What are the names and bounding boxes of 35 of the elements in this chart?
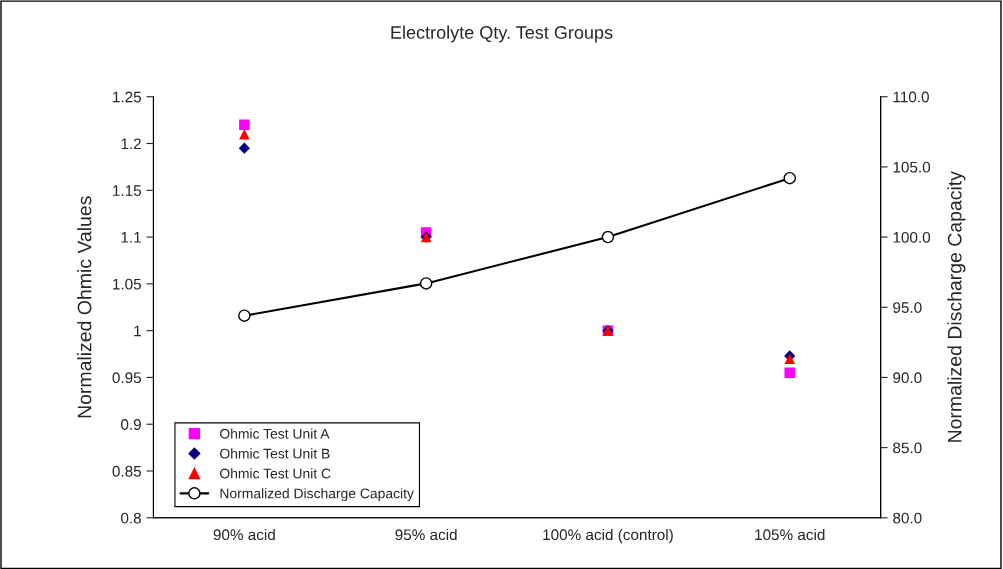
y-tick-label: 1.2 [121, 138, 141, 150]
y-tick-label: 1 [134, 325, 141, 337]
point [784, 367, 796, 379]
legend-label: Normalized Discharge Capacity [220, 488, 414, 502]
x-tick-label: 105% acid [755, 528, 825, 541]
y-tick-label: 1.25 [113, 91, 142, 103]
y2-tick-label: 90.0 [893, 372, 922, 384]
x-tick-label: 100% acid (control) [543, 528, 673, 544]
y-tick-label: 0.9 [121, 419, 141, 430]
chart-title: Electrolyte Qty. Test Groups [391, 25, 613, 43]
y2-tick-label: 95.0 [893, 302, 922, 313]
y2-tick-label: 80.0 [893, 512, 922, 524]
legend-label: Ohmic Test Unit C [220, 468, 331, 479]
y2-axis-title: Normalized Discharge Capacity [947, 171, 966, 442]
y-tick-label: 0.8 [121, 512, 141, 524]
y-tick-label: 1.15 [113, 185, 142, 196]
point [238, 142, 250, 154]
y2-tick-label: 105.0 [893, 161, 931, 173]
point [601, 230, 615, 244]
y2-tick-label: 110.0 [893, 91, 929, 103]
y-axis-title: Normalized Ohmic Values [77, 196, 92, 418]
y-tick-label: 1.05 [113, 278, 142, 290]
y-tick-label: 0.85 [112, 465, 142, 477]
point [783, 171, 796, 185]
point [238, 309, 251, 322]
point [419, 277, 433, 290]
y-tick-label: 1.1 [121, 232, 141, 243]
x-tick-label: 90% acid [213, 528, 275, 541]
y-tick-label: 0.95 [112, 372, 142, 384]
point [239, 119, 250, 131]
x-tick-label: 95% acid [395, 528, 457, 541]
y2-tick-label: 100.0 [893, 231, 931, 243]
legend-label: Ohmic Test Unit B [220, 448, 330, 459]
legend-label: Ohmic Test Unit A [220, 428, 330, 439]
y2-tick-label: 85.0 [893, 442, 922, 454]
